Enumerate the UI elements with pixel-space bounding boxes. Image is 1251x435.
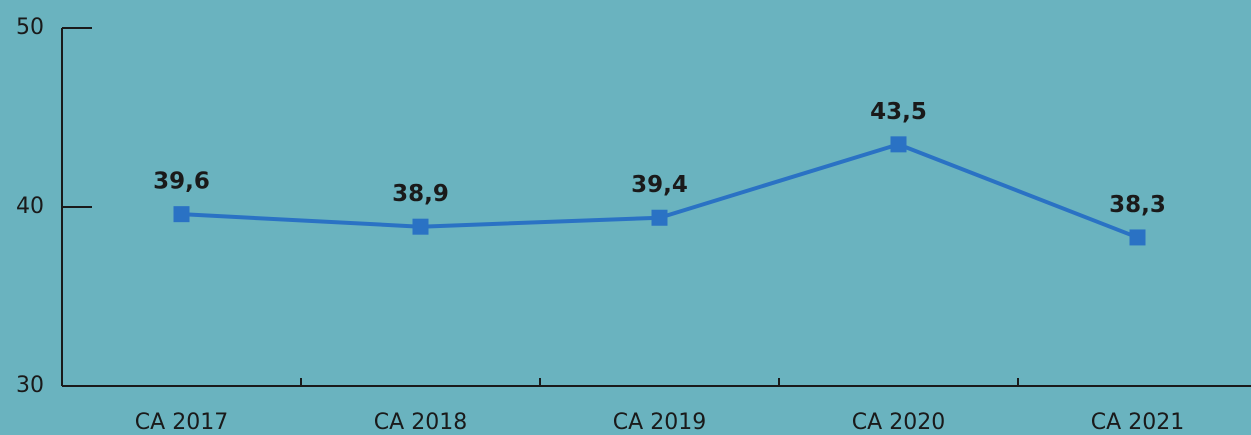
x-tick-label: CA 2019	[613, 410, 706, 435]
x-tick-label: CA 2021	[1091, 410, 1184, 435]
value-label: 39,6	[153, 169, 210, 195]
marker	[173, 206, 190, 223]
value-label: 43,5	[870, 99, 927, 125]
marker	[1129, 229, 1146, 246]
value-label: 38,3	[1109, 192, 1166, 218]
y-tick-label: 50	[16, 15, 44, 40]
marker	[651, 209, 668, 226]
x-tick-label: CA 2017	[135, 410, 228, 435]
value-label: 38,9	[392, 181, 449, 207]
marker	[412, 218, 429, 235]
marker	[890, 136, 907, 153]
x-tick-label: CA 2020	[852, 410, 945, 435]
y-tick-label: 40	[16, 194, 44, 219]
value-label: 39,4	[631, 172, 688, 198]
x-tick-label: CA 2018	[374, 410, 467, 435]
y-tick-label: 30	[16, 373, 44, 398]
